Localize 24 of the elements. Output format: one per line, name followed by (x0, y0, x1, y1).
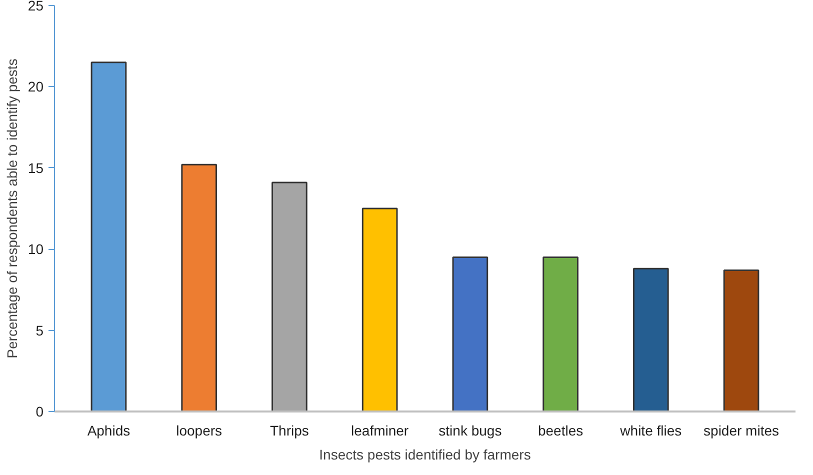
x-axis-title: Insects pests identified by farmers (319, 446, 531, 462)
y-tick-label: 10 (28, 241, 44, 258)
x-tick-label: loopers (176, 422, 222, 438)
x-tick-label: white flies (619, 422, 682, 438)
y-tick-label: 25 (28, 0, 44, 14)
bar (452, 256, 488, 412)
bar (632, 268, 669, 412)
y-tick-label: 5 (36, 322, 44, 338)
bar (90, 62, 127, 412)
y-tick-label: 0 (36, 404, 44, 420)
bar (542, 256, 578, 412)
y-tick-label: 20 (28, 78, 44, 95)
x-tick-label: leafminer (351, 422, 409, 438)
x-tick-label: spider mites (704, 422, 780, 438)
bar (723, 269, 760, 412)
x-tick-label: Aphids (87, 422, 130, 438)
y-tick-label: 15 (28, 160, 44, 176)
x-tick-label: stink bugs (438, 422, 502, 438)
bar (181, 164, 218, 412)
bar (362, 208, 398, 412)
bar (272, 182, 308, 412)
y-axis-title: Percentage of respondents able to identify pests (4, 58, 20, 358)
x-tick-label: beetles (538, 422, 584, 438)
x-tick-label: Thrips (270, 422, 309, 438)
